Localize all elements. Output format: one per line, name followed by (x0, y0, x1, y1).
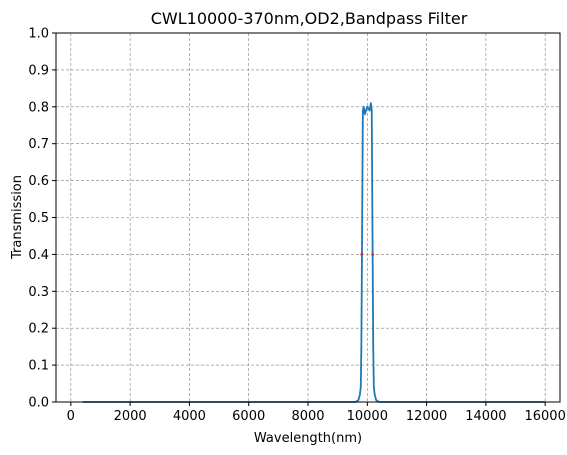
markers-layer (360, 253, 375, 256)
chart-title: CWL10000-370nm,OD2,Bandpass Filter (151, 9, 468, 28)
y-tick-label: 0.7 (28, 137, 49, 152)
y-tick-label: 0.6 (28, 174, 49, 189)
y-tick-label: 0.3 (28, 285, 49, 300)
x-tick-label: 4000 (173, 409, 206, 424)
grid (56, 32, 560, 403)
x-tick-label: 8000 (291, 409, 324, 424)
y-tick-label: 0.5 (28, 211, 49, 226)
y-tick-label: 0.4 (28, 248, 49, 263)
x-tick-label: 0 (67, 409, 75, 424)
y-tick-label: 0.0 (28, 396, 49, 411)
x-tick-label: 12000 (406, 409, 447, 424)
y-tick-label: 0.1 (28, 359, 49, 374)
series-line (82, 102, 546, 403)
y-tick-label: 0.9 (28, 63, 49, 78)
x-axis: 0 2000 4000 6000 8000 10000 12000 14000 16000 (67, 402, 566, 424)
x-tick-label: 2000 (114, 409, 147, 424)
y-tick-label: 1.0 (28, 27, 49, 42)
x-tick-label: 14000 (465, 409, 506, 424)
x-tick-label: 10000 (347, 409, 388, 424)
series-layer (82, 102, 546, 403)
x-tick-label: 16000 (524, 409, 565, 424)
x-axis-label: Wavelength(nm) (254, 431, 362, 446)
y-tick-label: 0.8 (28, 100, 49, 115)
y-tick-label: 0.2 (28, 322, 49, 337)
y-axis: 0.0 0.1 0.2 0.3 0.4 0.5 0.6 0.7 0.8 0.9 1.0 (28, 27, 56, 411)
half-max-marker (371, 253, 375, 256)
half-max-marker (360, 253, 364, 256)
y-axis-label: Transmission (10, 175, 25, 260)
x-tick-label: 6000 (232, 409, 265, 424)
